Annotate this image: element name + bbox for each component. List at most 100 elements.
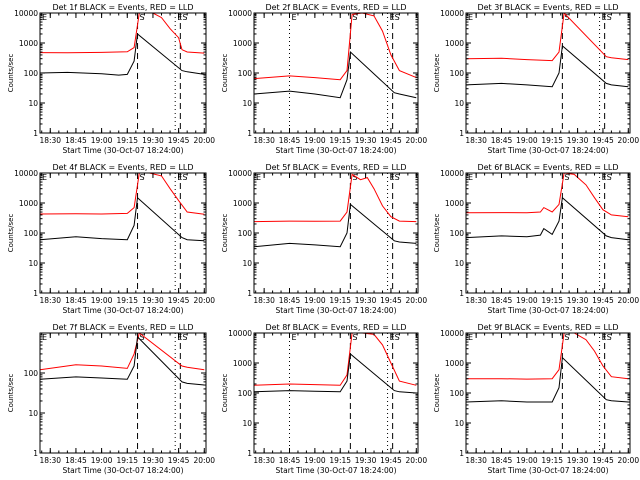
- panel-title: Det 8f BLACK = Events, RED = LLD: [265, 323, 406, 332]
- x-tick-label: 20:00: [193, 456, 215, 465]
- y-tick-label: 100: [238, 69, 253, 78]
- x-tick-label: 19:45: [380, 456, 402, 465]
- x-tick-label: 18:45: [491, 296, 513, 305]
- time-marker-label: S: [182, 333, 187, 342]
- time-marker-label: S: [395, 173, 400, 182]
- y-tick-label: 10000: [228, 9, 252, 18]
- y-tick-label: 100: [24, 229, 39, 238]
- y-axis-label: Counts/sec: [433, 374, 441, 413]
- time-marker-label: S: [564, 333, 569, 342]
- time-marker-label: S: [395, 333, 400, 342]
- y-tick-label: 1: [459, 289, 464, 298]
- y-axis-label: Counts/sec: [221, 374, 229, 413]
- x-tick-label: 20:00: [193, 296, 215, 305]
- panel-title: Det 5f BLACK = Events, RED = LLD: [265, 163, 406, 172]
- y-tick-label: 10: [28, 409, 38, 418]
- lld-series-line: [40, 333, 205, 371]
- x-tick-label: 19:30: [567, 456, 589, 465]
- y-axis-label: Counts/sec: [7, 214, 15, 253]
- x-tick-label: 19:00: [304, 456, 326, 465]
- x-tick-label: 19:00: [304, 296, 326, 305]
- y-tick-label: 10000: [228, 329, 252, 338]
- x-tick-label: 19:45: [592, 456, 614, 465]
- y-tick-label: 1000: [445, 39, 464, 48]
- lld-series-line: [254, 13, 417, 81]
- x-tick-label: 19:00: [304, 136, 326, 145]
- x-tick-label: 19:00: [91, 456, 113, 465]
- plot-frame: [253, 172, 419, 294]
- time-marker-label: E: [256, 173, 261, 182]
- lld-series-line: [254, 333, 417, 386]
- time-marker-label: E: [602, 333, 607, 342]
- time-marker-label: S: [564, 173, 569, 182]
- x-tick-label: 18:45: [279, 456, 301, 465]
- x-tick-label: 18:30: [465, 296, 487, 305]
- x-axis-label: Start Time (30-Oct-07 18:24:00): [62, 306, 183, 315]
- x-tick-label: 19:45: [168, 136, 190, 145]
- time-marker-label: E: [602, 173, 607, 182]
- events-series-line: [254, 50, 417, 99]
- x-tick-label: 19:15: [541, 136, 563, 145]
- x-tick-label: 18:45: [491, 136, 513, 145]
- x-tick-label: 19:30: [355, 136, 377, 145]
- time-marker-label: S: [607, 173, 612, 182]
- y-tick-label: 10000: [14, 169, 38, 178]
- y-tick-label: 1: [247, 289, 252, 298]
- x-axis-label: Start Time (30-Oct-07 18:24:00): [487, 146, 608, 155]
- x-tick-label: 19:30: [567, 296, 589, 305]
- y-tick-label: 10: [28, 259, 38, 268]
- time-marker-label: S: [395, 13, 400, 22]
- time-marker-label: S: [140, 13, 145, 22]
- x-tick-label: 19:45: [168, 296, 190, 305]
- time-marker-label: E: [177, 173, 182, 182]
- lld-series-line: [40, 173, 205, 215]
- y-axis-label: Counts/sec: [221, 214, 229, 253]
- y-tick-label: 100: [450, 229, 465, 238]
- y-tick-label: 10: [242, 259, 252, 268]
- x-tick-label: 19:15: [329, 296, 351, 305]
- x-tick-label: 20:00: [617, 136, 639, 145]
- events-series-line: [40, 196, 205, 242]
- y-tick-label: 100: [450, 69, 465, 78]
- x-tick-label: 19:00: [91, 296, 113, 305]
- y-tick-label: 10000: [440, 329, 464, 338]
- time-marker-label: S: [352, 173, 357, 182]
- x-tick-label: 20:00: [193, 136, 215, 145]
- events-series-line: [466, 44, 629, 88]
- events-series-line: [40, 33, 205, 76]
- y-tick-label: 10: [242, 419, 252, 428]
- y-tick-label: 1: [459, 129, 464, 138]
- time-marker-label: E: [292, 13, 297, 22]
- time-marker-label: S: [607, 333, 612, 342]
- x-tick-label: 18:45: [65, 136, 87, 145]
- x-tick-label: 18:30: [39, 136, 61, 145]
- y-tick-label: 10000: [228, 169, 252, 178]
- y-tick-label: 10: [242, 99, 252, 108]
- y-tick-label: 100: [24, 369, 39, 378]
- y-tick-label: 10: [28, 99, 38, 108]
- x-tick-label: 18:45: [65, 296, 87, 305]
- x-tick-label: 18:45: [65, 456, 87, 465]
- y-tick-label: 1000: [445, 199, 464, 208]
- time-marker-label: E: [468, 13, 473, 22]
- x-tick-label: 20:00: [617, 456, 639, 465]
- lld-series-line: [466, 13, 629, 62]
- y-axis-label: Counts/sec: [433, 54, 441, 93]
- x-tick-label: 18:30: [39, 456, 61, 465]
- y-tick-label: 1000: [233, 199, 252, 208]
- lld-series-line: [254, 173, 417, 223]
- x-tick-label: 19:15: [541, 296, 563, 305]
- time-marker-label: E: [468, 333, 473, 342]
- x-axis-label: Start Time (30-Oct-07 18:24:00): [275, 466, 396, 475]
- plot-frame: [465, 332, 631, 454]
- y-tick-label: 10000: [440, 9, 464, 18]
- events-series-line: [254, 203, 417, 248]
- events-series-line: [466, 196, 629, 241]
- x-tick-label: 19:45: [592, 136, 614, 145]
- y-tick-label: 1000: [19, 199, 38, 208]
- x-tick-label: 20:00: [405, 136, 427, 145]
